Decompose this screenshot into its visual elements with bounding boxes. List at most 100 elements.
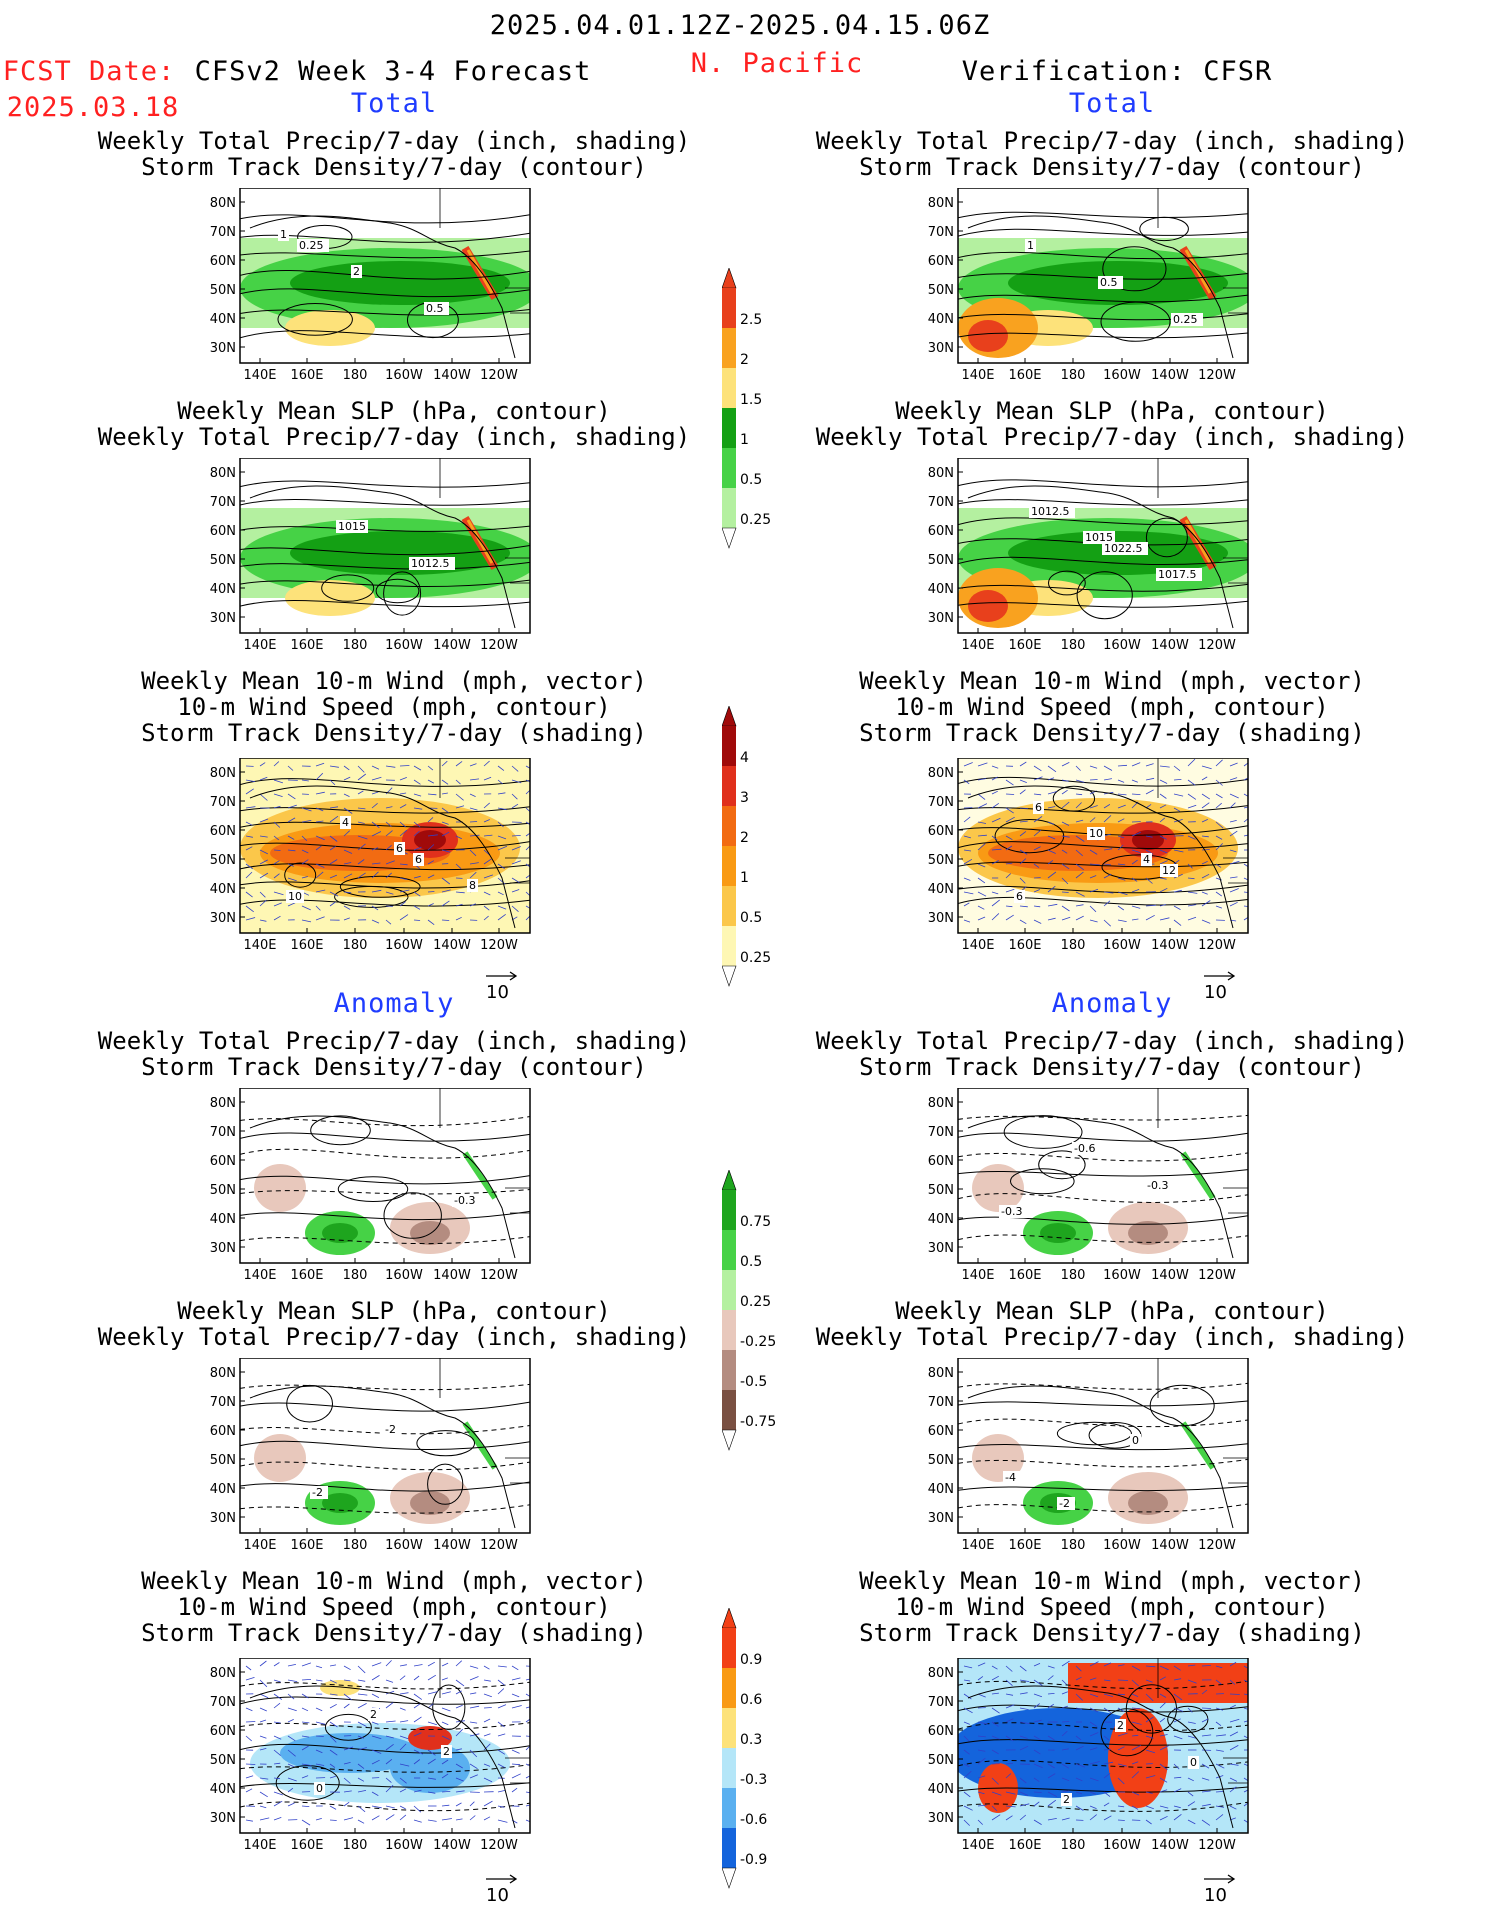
- lat-tick: 30N: [210, 1241, 236, 1256]
- lon-tick: 160W: [385, 1538, 423, 1553]
- lat-tick: 70N: [928, 495, 954, 510]
- contour-label: 0: [316, 1782, 323, 1795]
- contour-label: 1012.5: [411, 557, 450, 570]
- lat-tick: 40N: [928, 582, 954, 597]
- lon-tick: 140W: [1151, 368, 1189, 383]
- contour-label: 6: [396, 842, 403, 855]
- vector-ref-2: 10: [1204, 965, 1238, 1003]
- lat-tick: 50N: [928, 1453, 954, 1468]
- contour-label: 1015: [338, 520, 366, 533]
- lon-tick: 180: [1061, 1838, 1086, 1853]
- lon-tick: 120W: [480, 1268, 518, 1283]
- lat-tick: 60N: [210, 824, 236, 839]
- vector-ref-4: 10: [1204, 1868, 1238, 1906]
- panel-title-line: Weekly Mean SLP (hPa, contour): [177, 397, 611, 425]
- lon-tick: 160E: [1008, 368, 1041, 383]
- panel-title-line: Weekly Mean 10-m Wind (mph, vector): [141, 667, 647, 695]
- lon-tick: 180: [343, 1538, 368, 1553]
- map-panel-fc-anom-slp: -2 -2 80N 70N 60N 50N 40N 30N 140E 160E 180 160W 140…: [200, 1358, 540, 1558]
- lat-tick: 30N: [928, 1811, 954, 1826]
- lon-tick: 140E: [243, 368, 276, 383]
- contour-label: -0.3: [454, 1194, 475, 1207]
- map-panel-fc-anom-wind: 2 2 0 80N 70N 60N 50N 40N 30N 140E 160E 180 160W 140W…: [200, 1658, 540, 1858]
- lat-tick: 60N: [928, 1424, 954, 1439]
- vector-ref-value: 10: [1204, 982, 1227, 1003]
- panel-title-line: Storm Track Density/7-day (shading): [859, 719, 1365, 747]
- colorbar-storm_total: 4 3 2 1 0.5 0.25: [721, 705, 792, 1000]
- lat-tick: 60N: [928, 1154, 954, 1169]
- lon-tick: 160E: [290, 638, 323, 653]
- lat-tick: 80N: [928, 1096, 954, 1111]
- map-panel-fc-anom-precip: -0.3 80N 70N 60N 50N 40N 30N 140E 160E 180 160W 140…: [200, 1088, 540, 1288]
- lon-tick: 140W: [1151, 1538, 1189, 1553]
- colorbar-tick: 0.25: [740, 950, 771, 966]
- lat-tick: 60N: [928, 524, 954, 539]
- contour-label: 0.25: [1173, 313, 1198, 326]
- lat-tick: 70N: [928, 1395, 954, 1410]
- lon-tick: 140W: [1151, 938, 1189, 953]
- contour-label: 2: [443, 1745, 450, 1758]
- lon-tick: 160W: [1103, 1268, 1141, 1283]
- lat-tick: 30N: [928, 341, 954, 356]
- lat-tick: 30N: [928, 1241, 954, 1256]
- colorbar-tick: 1: [740, 432, 749, 448]
- contour-label: 4: [342, 816, 349, 829]
- lat-tick: 80N: [928, 766, 954, 781]
- lat-tick: 30N: [210, 341, 236, 356]
- panel-title-line: Weekly Total Precip/7-day (inch, shading…: [815, 127, 1409, 155]
- lat-tick: 40N: [928, 1212, 954, 1227]
- lat-tick: 50N: [210, 283, 236, 298]
- contour-label: -0.3: [1001, 1205, 1022, 1218]
- lat-tick: 40N: [928, 1782, 954, 1797]
- panel-title-line: Storm Track Density/7-day (shading): [141, 1619, 647, 1647]
- lon-tick: 120W: [480, 638, 518, 653]
- lon-tick: 160W: [385, 1838, 423, 1853]
- contour-label: 6: [1035, 801, 1042, 814]
- lon-tick: 160W: [1103, 938, 1141, 953]
- lat-tick: 80N: [210, 466, 236, 481]
- panel-title-line: Weekly Total Precip/7-day (inch, shading…: [815, 1323, 1409, 1351]
- lat-tick: 50N: [928, 1753, 954, 1768]
- contour-label: 8: [469, 879, 476, 892]
- contour-label: 1017.5: [1158, 568, 1197, 581]
- panel-title-line: Storm Track Density/7-day (shading): [141, 719, 647, 747]
- lat-tick: 30N: [928, 611, 954, 626]
- contour-label: 10: [1089, 827, 1103, 840]
- colorbar-tick: 2.5: [740, 312, 762, 328]
- panel-title-line: 10-m Wind Speed (mph, contour): [177, 693, 611, 721]
- panel-title-line: 10-m Wind Speed (mph, contour): [895, 1593, 1329, 1621]
- map-panel-fc-total-wind: 6 8 4 6 10 80N 70N 60N 50N 40N 30N 140E 160E 180 160W 1…: [200, 758, 540, 958]
- lon-tick: 140W: [1151, 1268, 1189, 1283]
- colorbar-tick: 0.3: [740, 1732, 762, 1748]
- lat-tick: 60N: [210, 1724, 236, 1739]
- panel-title-line: Storm Track Density/7-day (contour): [859, 153, 1365, 181]
- contour-label: 10: [288, 890, 302, 903]
- contour-label: 0: [1132, 1434, 1139, 1447]
- lon-tick: 120W: [1198, 1538, 1236, 1553]
- lat-tick: 70N: [210, 495, 236, 510]
- map-panel-ob-anom-slp: -2 0 -4 80N 70N 60N 50N 40N 30N 140E 160E 180 160W 14…: [918, 1358, 1258, 1558]
- lat-tick: 40N: [210, 1782, 236, 1797]
- lat-tick: 70N: [210, 1395, 236, 1410]
- colorbar-tick: -0.75: [740, 1414, 776, 1430]
- lon-tick: 140E: [243, 1538, 276, 1553]
- lon-tick: 160E: [1008, 638, 1041, 653]
- lon-tick: 160W: [385, 938, 423, 953]
- vector-ref-value: 10: [486, 982, 509, 1003]
- lat-tick: 30N: [928, 911, 954, 926]
- colorbar-precip_anom: 0.75 0.5 0.25 -0.25 -0.5 -0.75: [721, 1169, 792, 1464]
- colorbar-tick: 0.5: [740, 910, 762, 926]
- contour-label: 0.25: [299, 239, 324, 252]
- lat-tick: 40N: [928, 312, 954, 327]
- verification-title: Verification: CFSR: [961, 56, 1273, 87]
- lon-tick: 140W: [433, 638, 471, 653]
- lon-tick: 160E: [290, 1538, 323, 1553]
- lat-tick: 50N: [928, 553, 954, 568]
- lon-tick: 160E: [290, 1268, 323, 1283]
- panel-title-line: Weekly Mean 10-m Wind (mph, vector): [141, 1567, 647, 1595]
- contour-label: 4: [1143, 853, 1150, 866]
- contour-label: -2: [385, 1423, 396, 1436]
- lon-tick: 120W: [480, 1538, 518, 1553]
- model-title: CFSv2 Week 3-4 Forecast: [194, 56, 592, 87]
- colorbar-tick: 4: [740, 750, 749, 766]
